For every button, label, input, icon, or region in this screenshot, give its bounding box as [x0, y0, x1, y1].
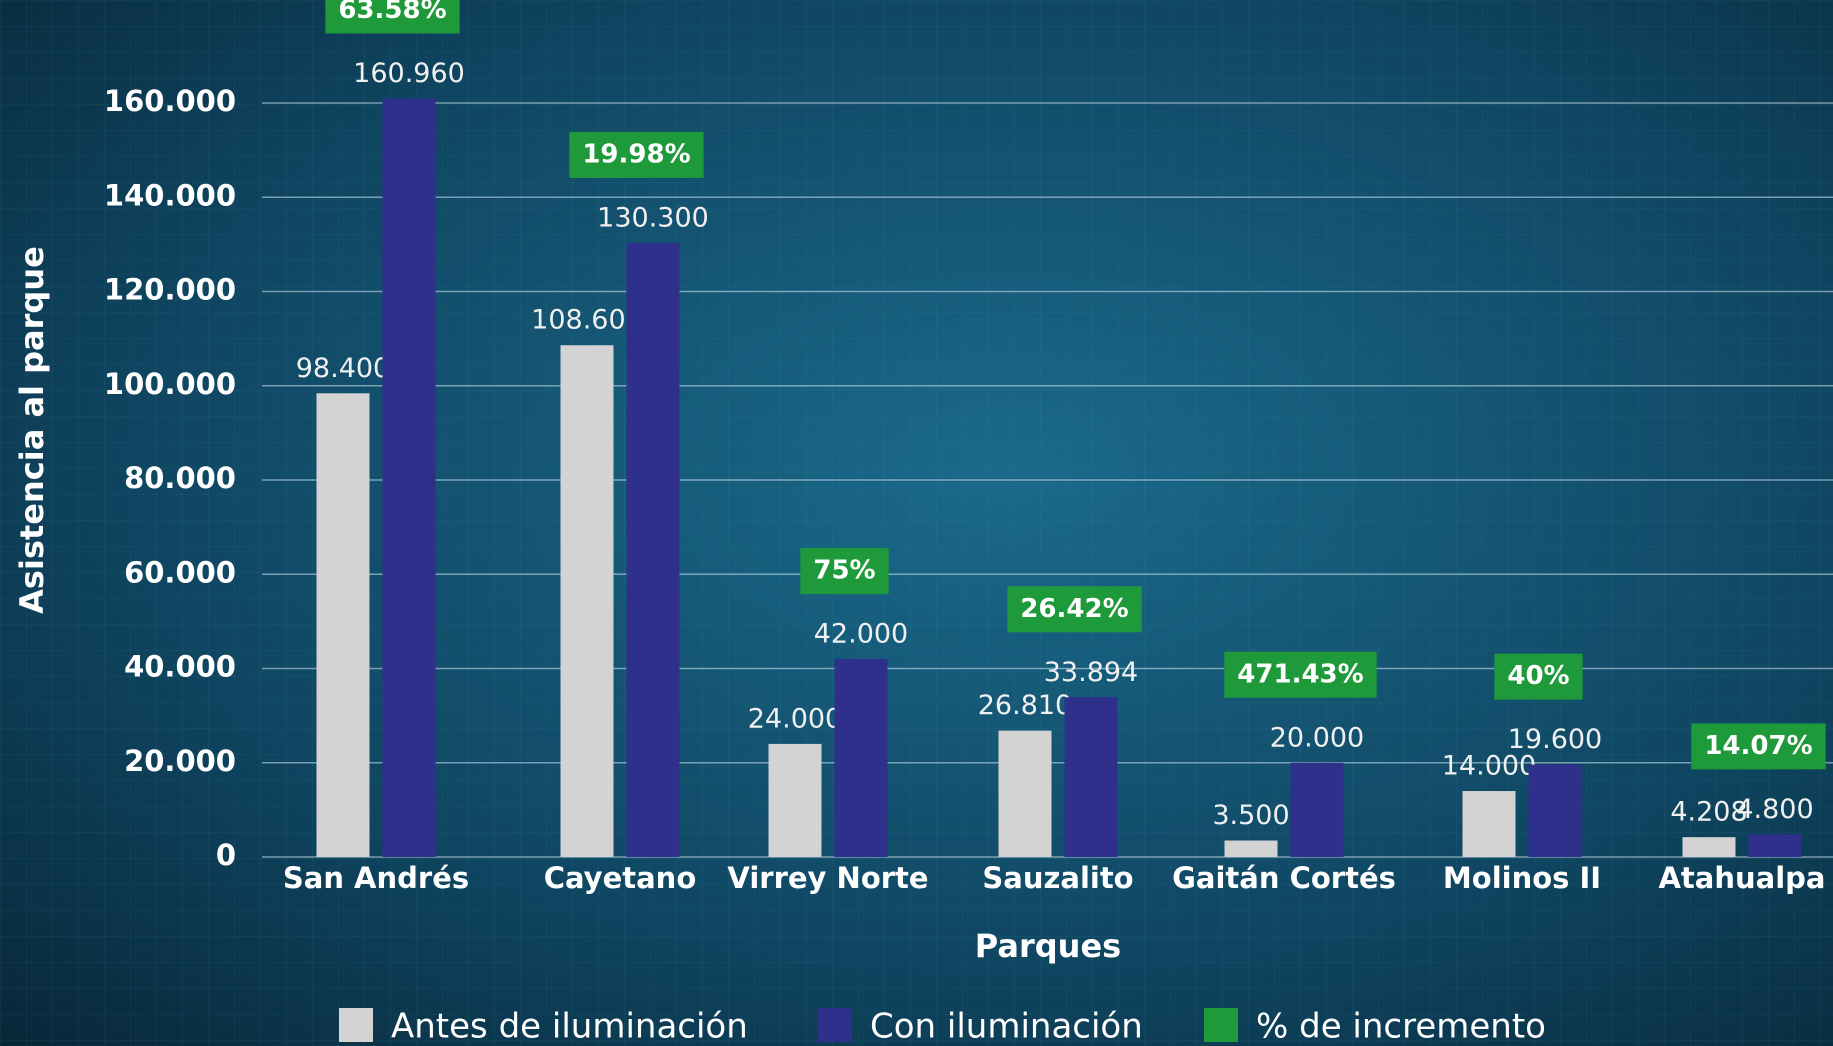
bar [1291, 763, 1344, 857]
bar [769, 744, 822, 857]
x-tick-label: Cayetano [544, 861, 697, 895]
y-tick-label: 80.000 [124, 461, 236, 495]
percent-label: 471.43% [1237, 659, 1363, 689]
value-label: 108.600 [531, 305, 643, 336]
bar [627, 243, 680, 857]
y-axis-label: Asistencia al parque [13, 246, 51, 614]
legend-label: % de incremento [1256, 1007, 1546, 1046]
x-tick-label: San Andrés [283, 861, 469, 895]
y-tick-label: 20.000 [124, 744, 236, 778]
value-label: 19.600 [1508, 724, 1602, 755]
bar [999, 731, 1052, 857]
y-tick-label: 120.000 [104, 273, 236, 307]
x-tick-label: Atahualpa [1658, 861, 1825, 895]
value-label: 4.800 [1736, 794, 1813, 825]
value-label: 3.500 [1212, 800, 1289, 831]
y-tick-label: 160.000 [104, 84, 236, 118]
x-tick-label: Molinos II [1443, 861, 1601, 895]
value-label: 14.000 [1442, 751, 1536, 782]
percent-label: 19.98% [582, 139, 690, 169]
chart: Asistencia al parque Parques 0 20.000 40.0… [0, 0, 1833, 1046]
x-tick-label: Sauzalito [982, 861, 1133, 895]
legend-label: Con iluminación [870, 1007, 1143, 1046]
bar [383, 98, 436, 857]
bar [317, 393, 370, 857]
legend-swatch [818, 1008, 852, 1042]
legend-label: Antes de iluminación [391, 1007, 748, 1046]
y-tick-label: 140.000 [104, 178, 236, 212]
value-label: 33.894 [1044, 657, 1138, 688]
percent-label: 75% [813, 556, 875, 586]
value-label: 130.300 [597, 202, 709, 233]
y-tick-label: 100.000 [104, 367, 236, 401]
value-label: 42.000 [814, 619, 908, 650]
bar [1065, 697, 1118, 857]
bar [1529, 765, 1582, 857]
bar [561, 345, 614, 857]
y-tick-label: 0 [216, 838, 236, 872]
y-tick-label: 60.000 [124, 555, 236, 589]
percent-label: 26.42% [1020, 594, 1128, 624]
value-label: 160.960 [353, 58, 465, 89]
legend-swatch [339, 1008, 373, 1042]
percent-label: 40% [1507, 661, 1569, 691]
x-tick-label: Virrey Norte [727, 861, 928, 895]
value-label: 24.000 [748, 703, 842, 734]
percent-label: 14.07% [1704, 731, 1812, 761]
bar [1683, 837, 1736, 857]
percent-label: 63.58% [338, 0, 446, 25]
bar [835, 659, 888, 857]
y-tick-label: 40.000 [124, 650, 236, 684]
bar [1749, 834, 1802, 857]
value-label: 98.400 [296, 353, 390, 384]
legend-swatch [1204, 1008, 1238, 1042]
bar [1463, 791, 1516, 857]
x-tick-label: Gaitán Cortés [1172, 861, 1396, 895]
value-label: 26.810 [978, 690, 1072, 721]
x-axis-label: Parques [975, 927, 1121, 965]
value-label: 20.000 [1270, 722, 1364, 753]
bar [1225, 841, 1278, 857]
